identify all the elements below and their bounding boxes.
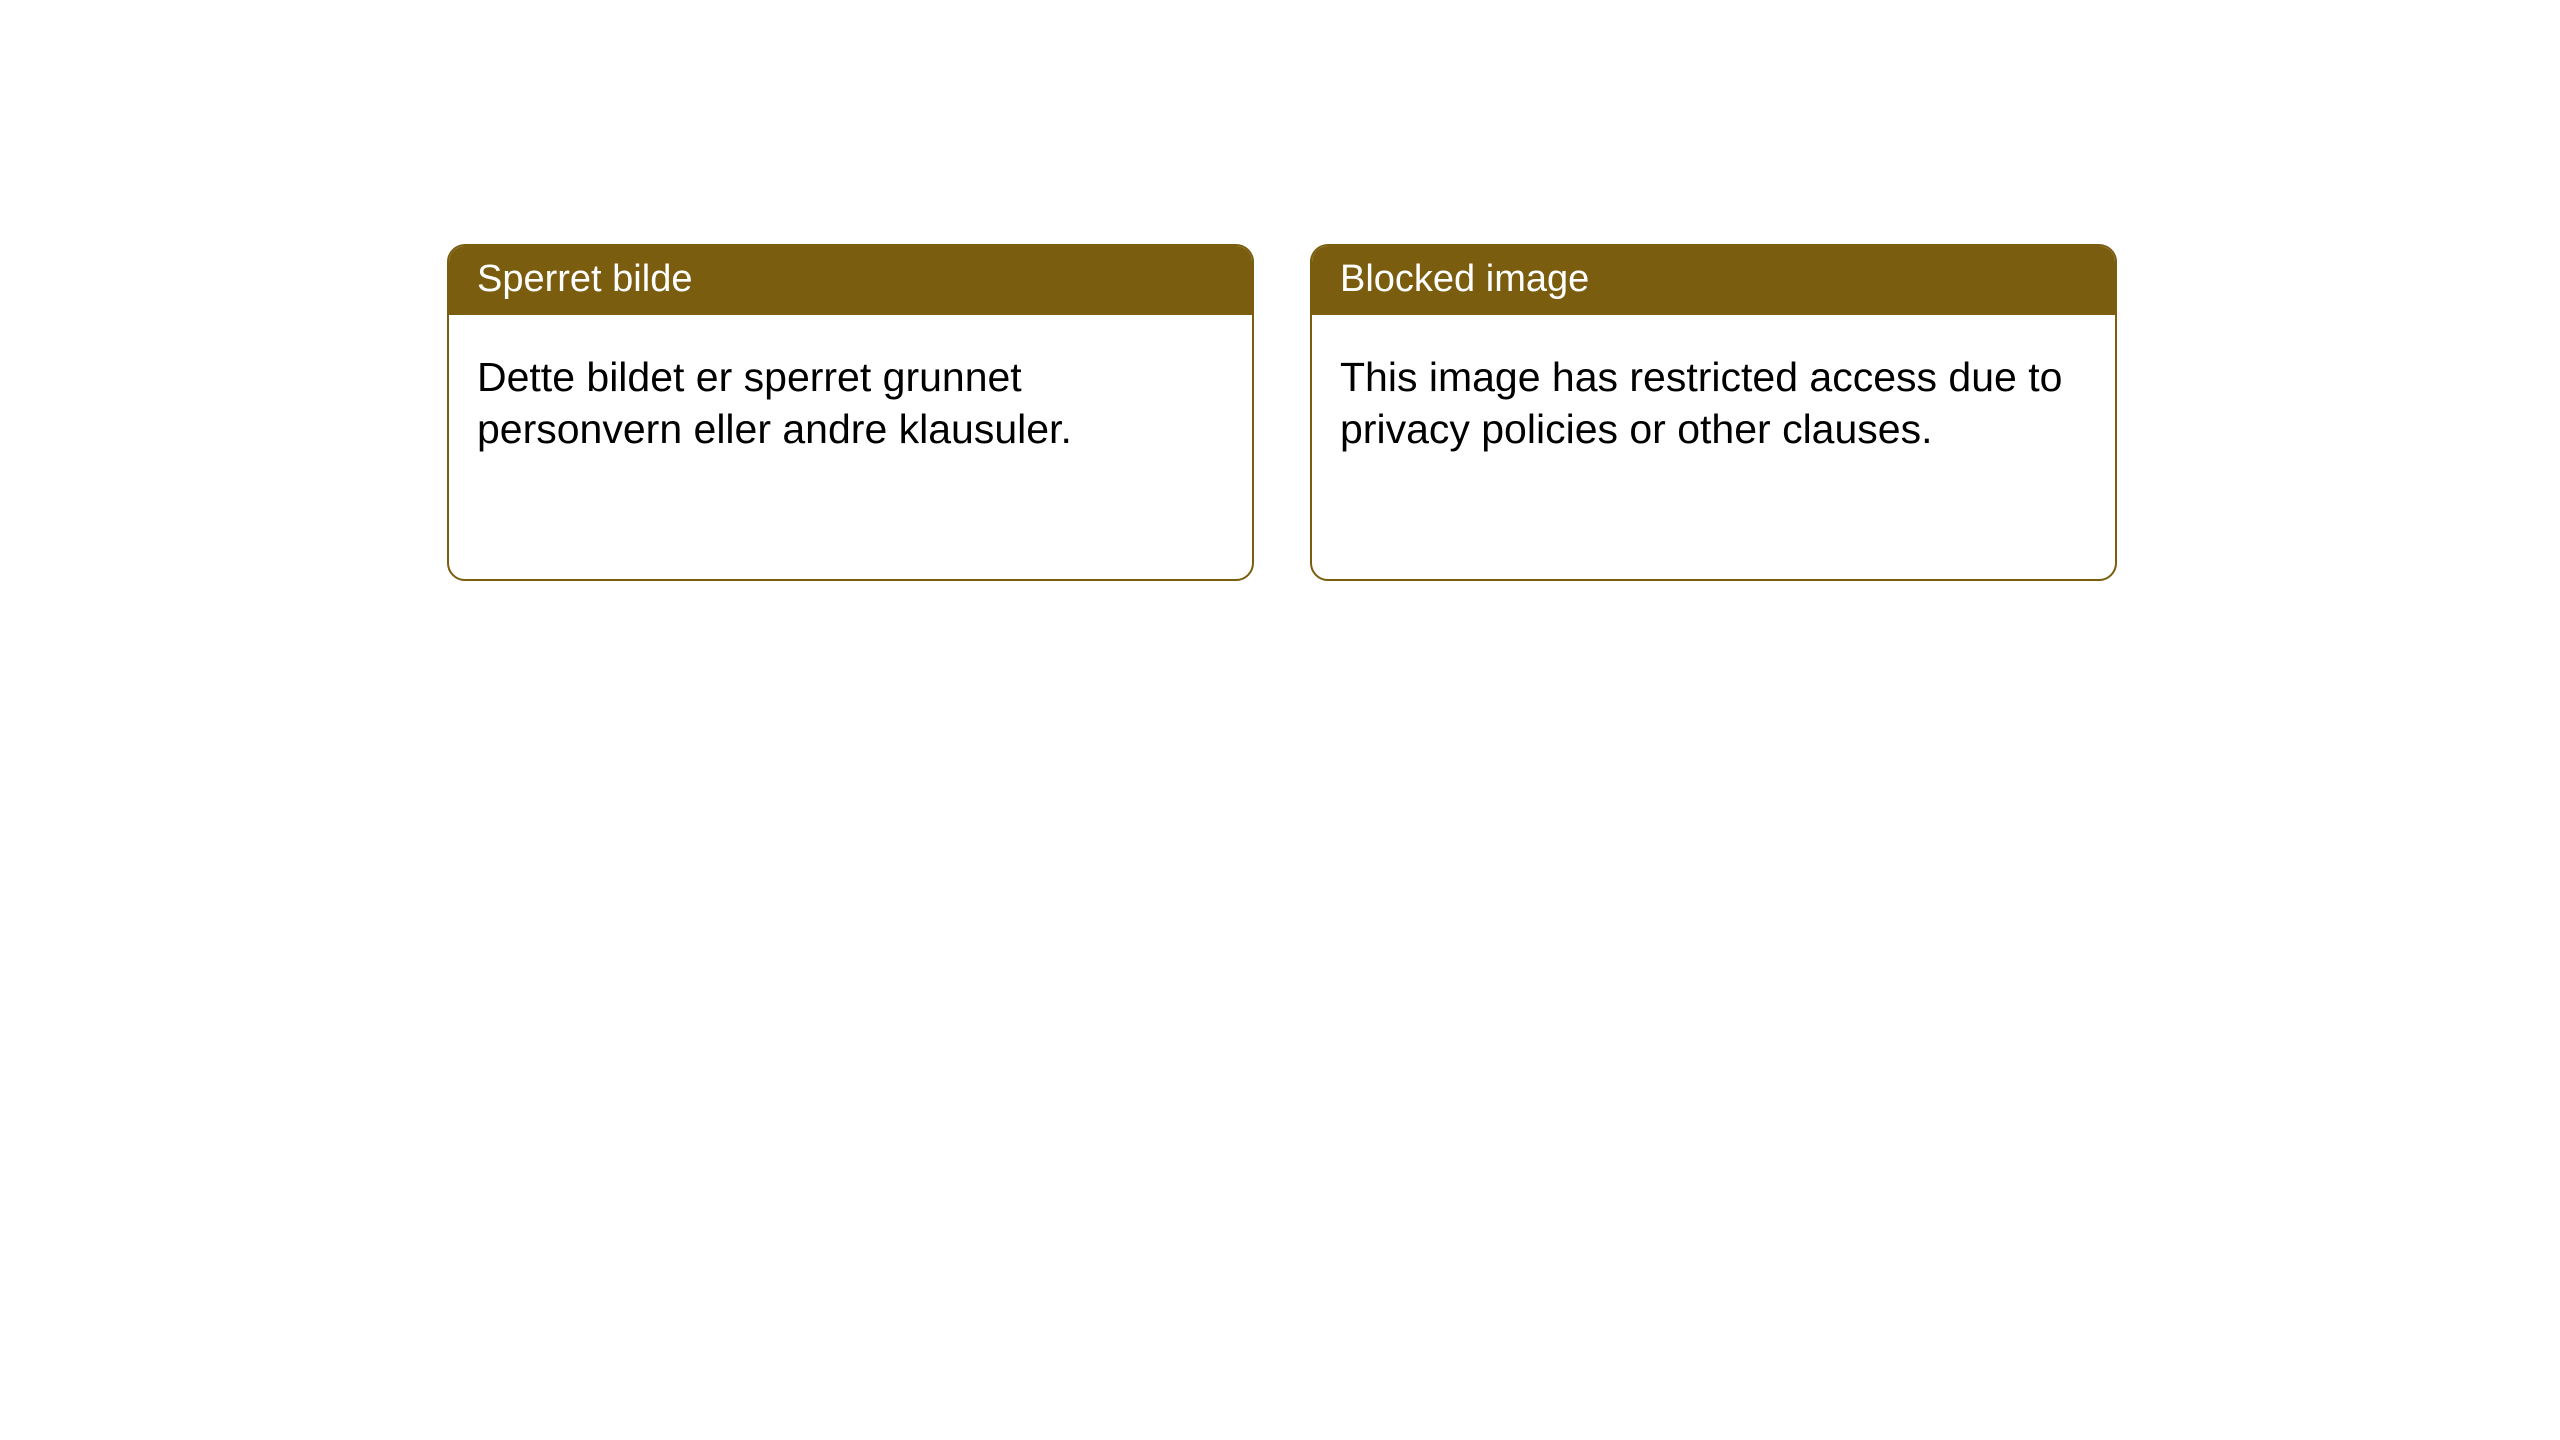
notice-header-en: Blocked image [1312,246,2115,315]
notice-box-en: Blocked image This image has restricted … [1310,244,2117,581]
notice-header-no: Sperret bilde [449,246,1252,315]
notice-body-en: This image has restricted access due to … [1312,315,2115,484]
notice-container: Sperret bilde Dette bildet er sperret gr… [447,244,2117,581]
notice-box-no: Sperret bilde Dette bildet er sperret gr… [447,244,1254,581]
notice-body-no: Dette bildet er sperret grunnet personve… [449,315,1252,484]
